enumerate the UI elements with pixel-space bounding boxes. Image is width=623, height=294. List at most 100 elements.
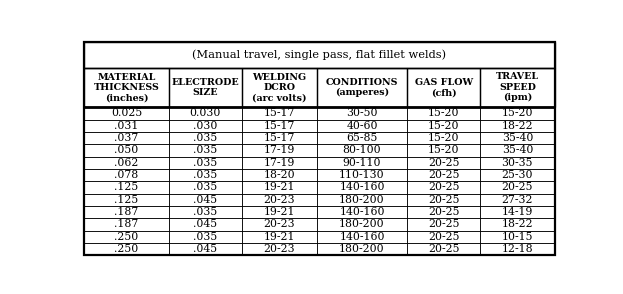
- Text: GAS FLOW
(cfh): GAS FLOW (cfh): [414, 78, 473, 97]
- Text: .250: .250: [114, 232, 138, 242]
- Text: 20-25: 20-25: [428, 158, 459, 168]
- Text: 20-25: 20-25: [428, 183, 459, 193]
- Bar: [83, 206, 169, 218]
- Bar: [83, 132, 169, 144]
- Text: .045: .045: [193, 220, 217, 230]
- Text: .062: .062: [114, 158, 138, 168]
- Bar: [242, 157, 316, 169]
- Text: 20-25: 20-25: [428, 207, 459, 217]
- Text: 20-25: 20-25: [428, 220, 459, 230]
- Bar: [242, 206, 316, 218]
- Bar: [316, 206, 407, 218]
- Text: .050: .050: [114, 146, 138, 156]
- Bar: [83, 157, 169, 169]
- Text: 35-40: 35-40: [502, 133, 533, 143]
- Text: WELDING
DCRO
(arc volts): WELDING DCRO (arc volts): [252, 73, 307, 102]
- Bar: [83, 231, 169, 243]
- Bar: [407, 181, 480, 194]
- Bar: [169, 206, 242, 218]
- Text: 15-17: 15-17: [264, 133, 295, 143]
- Text: 19-21: 19-21: [264, 232, 295, 242]
- Bar: [316, 68, 407, 107]
- Bar: [480, 120, 555, 132]
- Bar: [316, 157, 407, 169]
- Bar: [242, 243, 316, 255]
- Bar: [407, 144, 480, 157]
- Bar: [83, 107, 169, 120]
- Bar: [480, 231, 555, 243]
- Text: 65-85: 65-85: [346, 133, 378, 143]
- Bar: [480, 68, 555, 107]
- Bar: [242, 120, 316, 132]
- Text: TRAVEL
SPEED
(ipm): TRAVEL SPEED (ipm): [496, 73, 539, 102]
- Text: 0.030: 0.030: [189, 108, 221, 118]
- Bar: [242, 218, 316, 231]
- Bar: [316, 218, 407, 231]
- Text: 15-20: 15-20: [428, 121, 459, 131]
- Text: .035: .035: [193, 170, 217, 180]
- Bar: [169, 107, 242, 120]
- Text: 20-25: 20-25: [428, 170, 459, 180]
- Text: 90-110: 90-110: [343, 158, 381, 168]
- Bar: [242, 231, 316, 243]
- Text: 17-19: 17-19: [264, 146, 295, 156]
- Bar: [407, 194, 480, 206]
- Bar: [169, 243, 242, 255]
- Bar: [169, 231, 242, 243]
- Text: 180-200: 180-200: [339, 195, 385, 205]
- Text: .035: .035: [193, 183, 217, 193]
- Bar: [242, 194, 316, 206]
- Text: 180-200: 180-200: [339, 220, 385, 230]
- Text: 140-160: 140-160: [340, 232, 385, 242]
- Text: .187: .187: [114, 220, 138, 230]
- Bar: [83, 169, 169, 181]
- Text: .035: .035: [193, 146, 217, 156]
- Bar: [83, 243, 169, 255]
- Bar: [242, 107, 316, 120]
- Text: .045: .045: [193, 195, 217, 205]
- Text: 27-32: 27-32: [502, 195, 533, 205]
- Text: .035: .035: [193, 133, 217, 143]
- Bar: [242, 181, 316, 194]
- Bar: [169, 144, 242, 157]
- Bar: [316, 132, 407, 144]
- Bar: [480, 144, 555, 157]
- Bar: [480, 194, 555, 206]
- Text: (Manual travel, single pass, flat fillet welds): (Manual travel, single pass, flat fillet…: [193, 49, 446, 60]
- Bar: [316, 120, 407, 132]
- Bar: [169, 120, 242, 132]
- Text: .045: .045: [193, 244, 217, 254]
- Bar: [169, 181, 242, 194]
- Text: 10-15: 10-15: [502, 232, 533, 242]
- Text: .187: .187: [114, 207, 138, 217]
- Bar: [83, 144, 169, 157]
- Text: 140-160: 140-160: [340, 207, 385, 217]
- Bar: [316, 231, 407, 243]
- Text: 18-22: 18-22: [502, 121, 533, 131]
- Bar: [169, 68, 242, 107]
- Bar: [480, 107, 555, 120]
- Text: 20-25: 20-25: [428, 195, 459, 205]
- Bar: [169, 169, 242, 181]
- Text: 14-19: 14-19: [502, 207, 533, 217]
- Bar: [480, 157, 555, 169]
- Bar: [480, 206, 555, 218]
- Text: MATERIAL
THICKNESS
(inches): MATERIAL THICKNESS (inches): [93, 73, 159, 102]
- Text: 18-20: 18-20: [264, 170, 295, 180]
- Bar: [480, 169, 555, 181]
- Text: 140-160: 140-160: [340, 183, 385, 193]
- Bar: [169, 132, 242, 144]
- Text: 180-200: 180-200: [339, 244, 385, 254]
- Bar: [407, 132, 480, 144]
- Text: 15-17: 15-17: [264, 121, 295, 131]
- Text: .031: .031: [114, 121, 138, 131]
- Text: 20-25: 20-25: [428, 244, 459, 254]
- Text: .035: .035: [193, 232, 217, 242]
- Text: 19-21: 19-21: [264, 183, 295, 193]
- Bar: [242, 68, 316, 107]
- Text: 30-50: 30-50: [346, 108, 378, 118]
- Bar: [83, 120, 169, 132]
- Bar: [169, 157, 242, 169]
- Bar: [407, 218, 480, 231]
- Bar: [316, 169, 407, 181]
